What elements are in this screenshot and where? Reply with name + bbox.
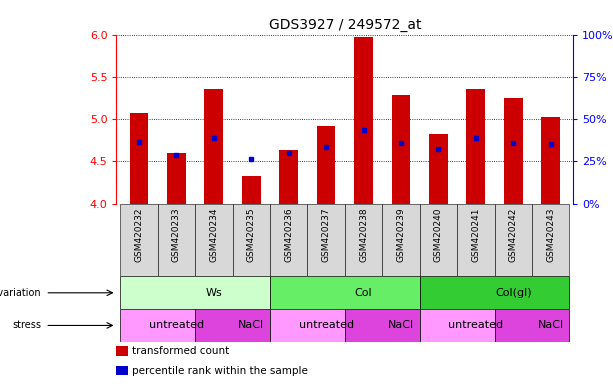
Bar xyxy=(120,276,270,309)
Text: GSM420237: GSM420237 xyxy=(322,207,330,262)
Bar xyxy=(420,276,569,309)
Bar xyxy=(129,113,148,204)
Bar xyxy=(116,366,128,375)
Text: percentile rank within the sample: percentile rank within the sample xyxy=(132,366,308,376)
Bar xyxy=(232,204,270,276)
Bar xyxy=(466,89,485,204)
Bar xyxy=(532,204,569,276)
Bar xyxy=(120,204,158,276)
Bar xyxy=(120,309,195,342)
Bar xyxy=(307,204,345,276)
Text: genotype/variation: genotype/variation xyxy=(0,288,42,298)
Bar xyxy=(270,276,420,309)
Bar xyxy=(270,204,307,276)
Text: Col: Col xyxy=(355,288,372,298)
Bar xyxy=(195,309,270,342)
Bar xyxy=(354,37,373,204)
Bar xyxy=(345,204,383,276)
Bar xyxy=(392,95,410,204)
Text: GSM420242: GSM420242 xyxy=(509,207,518,262)
Title: GDS3927 / 249572_at: GDS3927 / 249572_at xyxy=(268,18,421,32)
Text: transformed count: transformed count xyxy=(132,346,230,356)
Bar xyxy=(383,204,420,276)
Text: GSM420236: GSM420236 xyxy=(284,207,293,262)
Bar xyxy=(504,98,523,204)
Text: GSM420239: GSM420239 xyxy=(397,207,405,262)
Bar xyxy=(420,309,495,342)
Text: GSM420233: GSM420233 xyxy=(172,207,181,262)
Bar xyxy=(429,134,447,204)
Bar xyxy=(495,204,532,276)
Bar xyxy=(280,150,298,204)
Bar xyxy=(195,204,232,276)
Text: NaCl: NaCl xyxy=(388,320,414,331)
Bar xyxy=(205,89,223,204)
Bar xyxy=(242,175,261,204)
Bar xyxy=(158,204,195,276)
Bar xyxy=(420,204,457,276)
Bar xyxy=(541,116,560,204)
Bar xyxy=(317,126,335,204)
Bar xyxy=(345,309,420,342)
Text: untreated: untreated xyxy=(299,320,354,331)
Text: untreated: untreated xyxy=(149,320,204,331)
Text: NaCl: NaCl xyxy=(238,320,264,331)
Bar xyxy=(495,309,569,342)
Text: stress: stress xyxy=(13,320,42,331)
Bar xyxy=(116,346,128,356)
Bar xyxy=(167,153,186,204)
Text: GSM420235: GSM420235 xyxy=(246,207,256,262)
Text: GSM420240: GSM420240 xyxy=(434,207,443,262)
Bar xyxy=(270,309,345,342)
Text: GSM420241: GSM420241 xyxy=(471,207,481,262)
Text: GSM420243: GSM420243 xyxy=(546,207,555,262)
Text: NaCl: NaCl xyxy=(538,320,564,331)
Text: GSM420234: GSM420234 xyxy=(209,207,218,262)
Text: Ws: Ws xyxy=(205,288,222,298)
Text: GSM420238: GSM420238 xyxy=(359,207,368,262)
Text: GSM420232: GSM420232 xyxy=(134,207,143,262)
Text: Col(gl): Col(gl) xyxy=(495,288,531,298)
Bar xyxy=(457,204,495,276)
Text: untreated: untreated xyxy=(448,320,503,331)
